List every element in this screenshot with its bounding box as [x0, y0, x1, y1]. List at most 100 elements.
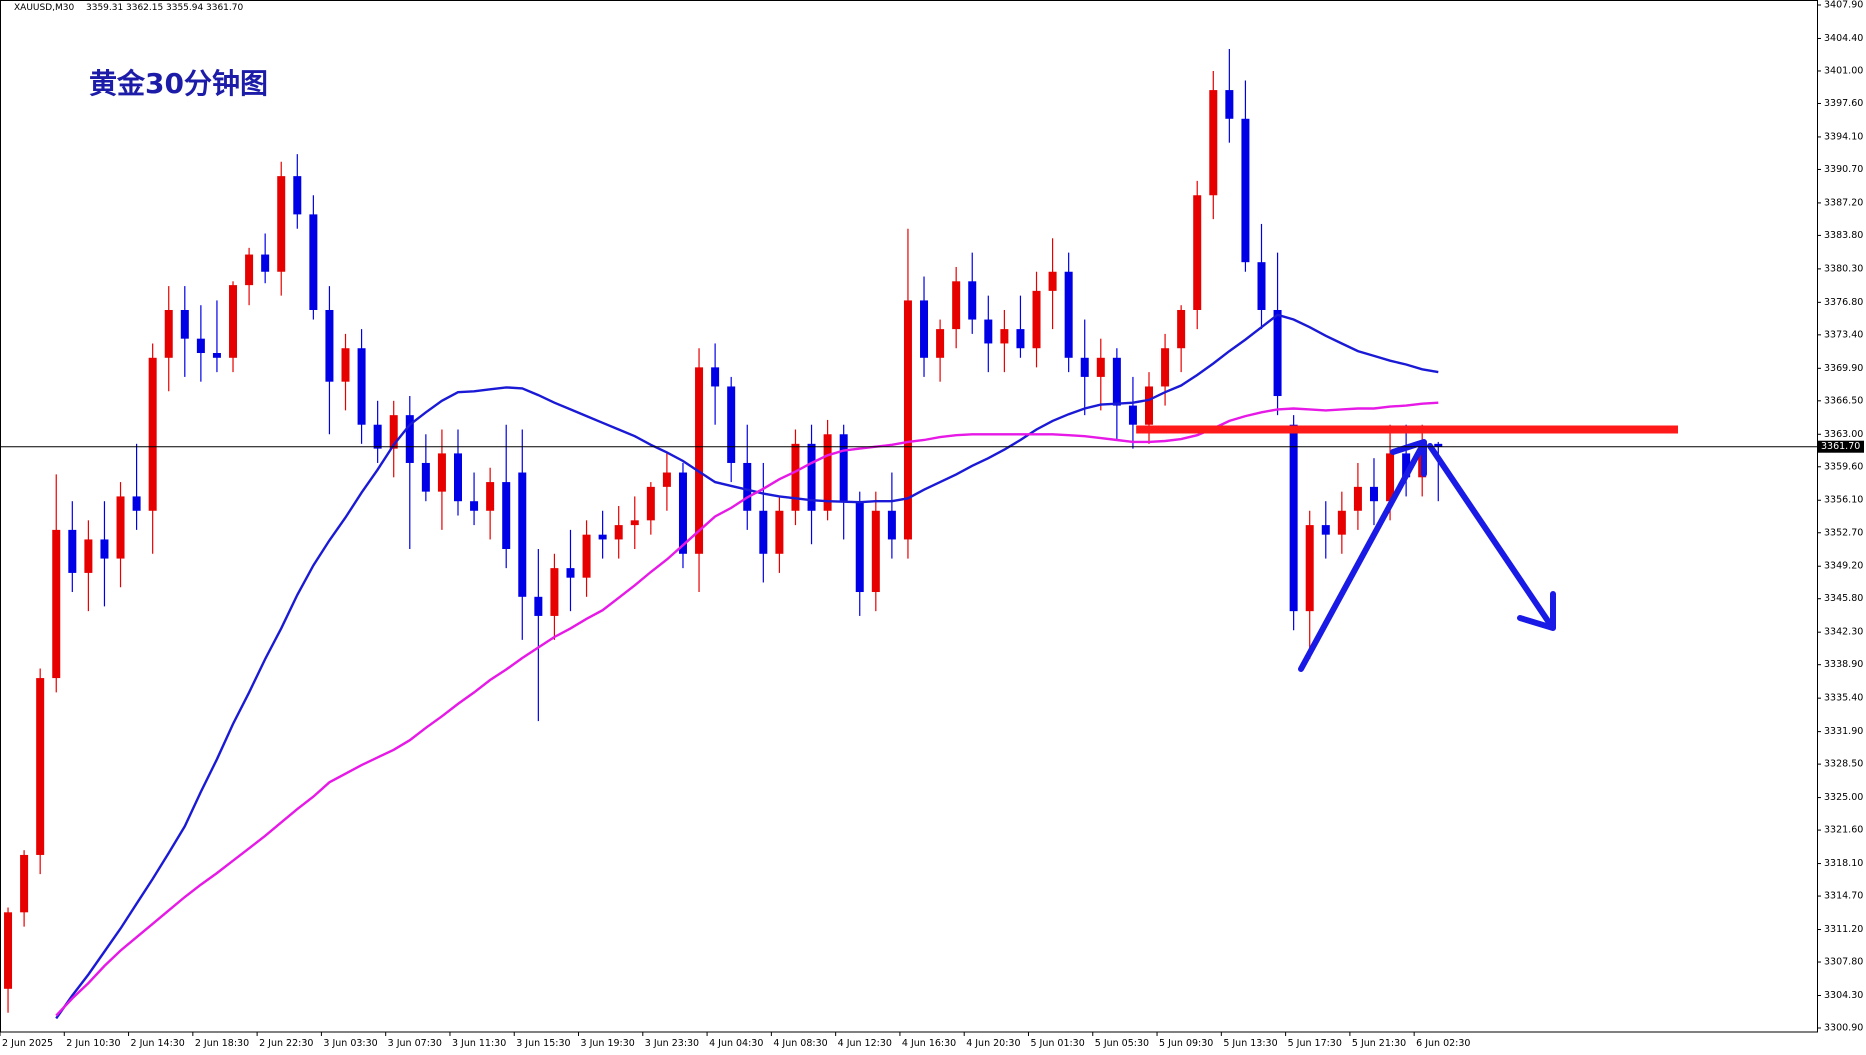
x-tick-label: 4 Jun 16:30	[902, 1038, 956, 1049]
x-tick-label: 2 Jun 22:30	[259, 1038, 313, 1049]
candle-body	[1096, 357, 1105, 377]
candle-body	[1032, 290, 1041, 349]
y-tick-label: 3369.90	[1824, 363, 1863, 374]
candle-body	[357, 348, 366, 425]
candle-body	[871, 510, 880, 593]
candle-body	[341, 348, 350, 382]
header-close: 3361.70	[206, 3, 243, 13]
candle-body	[325, 309, 334, 382]
candle-body	[1128, 405, 1137, 425]
y-tick-label: 3363.00	[1824, 429, 1863, 440]
candle-body	[550, 568, 559, 616]
y-tick-label: 3314.70	[1824, 891, 1863, 902]
arrow-up	[1298, 447, 1423, 672]
candle-body	[1273, 309, 1282, 397]
candle-body	[180, 309, 189, 339]
x-tick-label: 2 Jun 14:30	[131, 1038, 185, 1049]
candle-body	[1289, 424, 1298, 612]
candle-body	[116, 496, 125, 559]
x-tick-label: 2 Jun 2025	[2, 1038, 53, 1049]
candle-body	[437, 453, 446, 492]
x-tick-label: 4 Jun 20:30	[966, 1038, 1020, 1049]
candle-body	[968, 281, 977, 320]
x-tick-label: 4 Jun 12:30	[838, 1038, 892, 1049]
candle-body	[245, 254, 254, 286]
candle-body	[212, 353, 221, 358]
candle-body	[1305, 525, 1314, 612]
candle-body	[84, 539, 93, 573]
y-tick-label: 3407.90	[1824, 0, 1863, 11]
candle-body	[839, 434, 848, 502]
candle-body	[164, 309, 173, 358]
y-tick-label: 3359.60	[1824, 461, 1863, 472]
y-tick-label: 3380.30	[1824, 263, 1863, 274]
candle-body	[1193, 195, 1202, 310]
candle-body	[630, 520, 639, 526]
y-tick-label: 3366.50	[1824, 395, 1863, 406]
plot-frame	[0, 0, 1818, 1033]
candle-body	[389, 415, 398, 449]
candle-body	[148, 357, 157, 511]
candle-body	[52, 529, 61, 679]
candle-body	[20, 854, 29, 913]
x-tick-label: 3 Jun 19:30	[581, 1038, 635, 1049]
candle-body	[1016, 329, 1025, 349]
chart-header: XAUUSD,M30 3359.31 3362.15 3355.94 3361.…	[14, 3, 243, 13]
arrow-down	[1427, 443, 1553, 627]
y-tick-label: 3401.00	[1824, 65, 1863, 76]
candle-body	[1337, 510, 1346, 535]
y-tick-label: 3387.20	[1824, 197, 1863, 208]
candle-body	[582, 534, 591, 578]
chart-title: 黄金30分钟图	[89, 67, 268, 100]
candle-body	[1000, 329, 1009, 344]
symbol: XAUUSD,M30	[14, 3, 74, 13]
candle-body	[727, 386, 736, 463]
candle-body	[453, 453, 462, 502]
y-tick-label: 3352.70	[1824, 527, 1863, 538]
candle-body	[36, 678, 45, 855]
candle-body	[277, 176, 286, 272]
candle-body	[759, 510, 768, 554]
y-tick-label: 3307.80	[1824, 957, 1863, 968]
candle-body	[405, 415, 414, 463]
x-tick-label: 5 Jun 01:30	[1030, 1038, 1084, 1049]
candle-body	[1434, 443, 1443, 447]
candle-body	[646, 486, 655, 521]
y-tick-label: 3383.80	[1824, 230, 1863, 241]
y-tick-label: 3349.20	[1824, 561, 1863, 572]
candle-body	[984, 319, 993, 344]
x-tick-label: 5 Jun 09:30	[1159, 1038, 1213, 1049]
candle-body	[920, 300, 929, 358]
x-tick-label: 3 Jun 15:30	[516, 1038, 570, 1049]
y-tick-label: 3318.10	[1824, 858, 1863, 869]
candle-body	[261, 254, 270, 272]
candle-body	[598, 534, 607, 540]
y-tick-label: 3373.40	[1824, 329, 1863, 340]
candle-body	[309, 214, 318, 310]
candle-body	[566, 568, 575, 578]
y-tick-label: 3311.20	[1824, 924, 1863, 935]
candle-body	[534, 596, 543, 616]
y-tick-label: 3404.40	[1824, 33, 1863, 44]
candle-body	[1353, 486, 1362, 511]
candle-body	[1177, 309, 1186, 349]
x-tick-label: 2 Jun 18:30	[195, 1038, 249, 1049]
candle-body	[1145, 386, 1154, 425]
y-tick-label: 3390.70	[1824, 164, 1863, 175]
header-low: 3355.94	[166, 3, 203, 13]
candle-body	[373, 424, 382, 449]
y-tick-label: 3338.90	[1824, 659, 1863, 670]
candle-body	[1080, 357, 1089, 377]
candle-body	[1209, 90, 1218, 196]
x-tick-label: 5 Jun 05:30	[1095, 1038, 1149, 1049]
candle-body	[1112, 357, 1121, 406]
y-tick-label: 3345.80	[1824, 593, 1863, 604]
header-high: 3362.15	[126, 3, 163, 13]
candle-body	[711, 367, 720, 387]
x-tick-label: 4 Jun 04:30	[709, 1038, 763, 1049]
candle-body	[470, 501, 479, 511]
candle-body	[662, 472, 671, 487]
candle-body	[775, 510, 784, 554]
x-tick-label: 3 Jun 03:30	[323, 1038, 377, 1049]
y-tick-label: 3397.60	[1824, 98, 1863, 109]
